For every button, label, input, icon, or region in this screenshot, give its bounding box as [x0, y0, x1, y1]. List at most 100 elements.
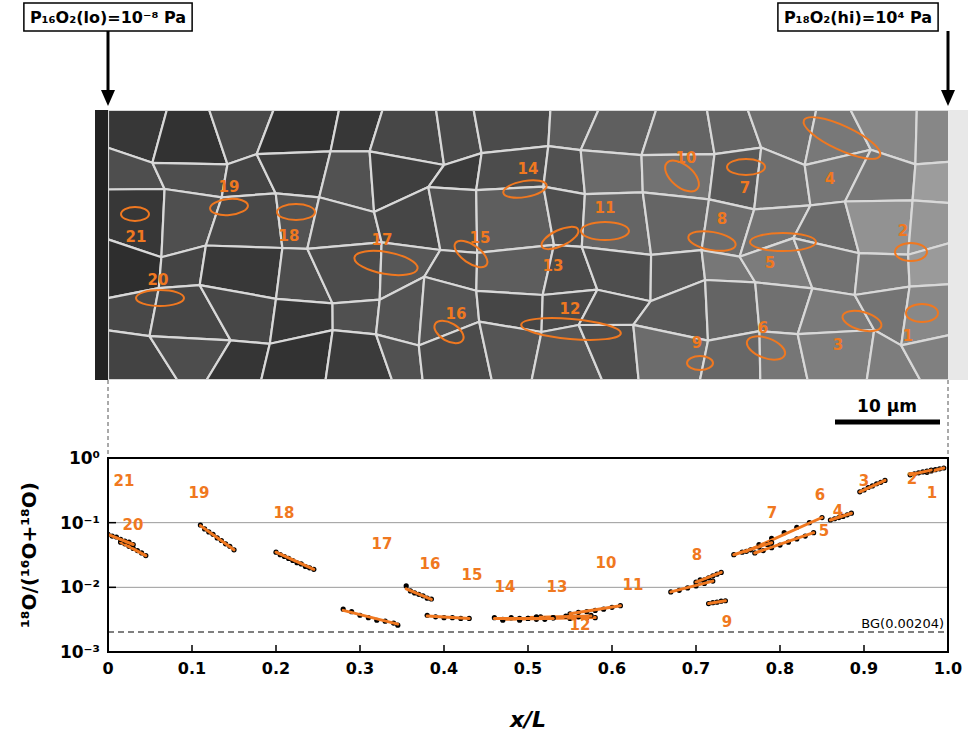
label-box: [778, 3, 938, 31]
fit-line: [494, 617, 553, 620]
grain: [582, 192, 651, 254]
x-tick: [527, 645, 529, 652]
x-tick-label: 0.4: [430, 659, 458, 678]
fit-line: [570, 606, 620, 614]
series-label: 13: [547, 578, 568, 596]
x-tick-label: 0.5: [514, 659, 542, 678]
grain: [845, 150, 915, 202]
analysis-region: [840, 307, 883, 335]
series-label: 2: [907, 470, 917, 488]
grain: [206, 193, 283, 248]
grain: [479, 322, 541, 380]
x-tick-label: 1.0: [934, 659, 962, 678]
analysis-region: [121, 207, 149, 221]
region-label: 9: [692, 334, 702, 352]
analysis-region: [520, 315, 621, 344]
grain: [307, 197, 381, 249]
series-label: 16: [420, 555, 441, 573]
series-label: 7: [767, 504, 777, 522]
region-label: 7: [740, 179, 750, 197]
analysis-region: [799, 109, 885, 166]
x-tick-label: 0.3: [346, 659, 374, 678]
y-tick-label: 10⁻¹: [60, 513, 100, 533]
region-label: 15: [470, 229, 491, 247]
region-label: 4: [825, 170, 835, 188]
analysis-region: [209, 197, 248, 216]
analysis-region: [906, 304, 938, 322]
region-label: 2: [898, 222, 908, 240]
grain: [581, 150, 643, 194]
series-label: 20: [123, 516, 144, 534]
grain: [207, 340, 270, 380]
region-label: 21: [126, 228, 147, 246]
grain: [257, 151, 331, 197]
region-label: 20: [148, 271, 169, 289]
series-label: 3: [859, 472, 869, 490]
fit-line: [427, 616, 469, 619]
grain: [428, 153, 481, 190]
analysis-region: [687, 228, 737, 254]
region-label: 10: [676, 149, 697, 167]
chart: 10⁻³10⁻²10⁻¹10⁰00.10.20.30.40.50.60.70.8…: [17, 448, 962, 732]
background-line: [108, 631, 948, 632]
region-label: 3: [833, 336, 843, 354]
image-right-edge: [948, 110, 968, 380]
grain: [754, 148, 810, 210]
analysis-region: [750, 233, 816, 251]
x-tick: [443, 645, 445, 652]
analysis-region: [353, 247, 420, 280]
pressure-text: P₁₈O₂(hi)=10⁴ Pa: [784, 8, 932, 27]
plot-frame: [108, 458, 948, 652]
arrow-shaft: [947, 31, 950, 92]
region-label: 12: [560, 300, 581, 318]
series: [425, 613, 472, 621]
x-tick: [695, 645, 697, 652]
grain: [845, 200, 913, 254]
grain: [543, 187, 585, 247]
series-label: 10: [596, 554, 617, 572]
region-label: 11: [595, 199, 616, 217]
series: [404, 583, 434, 601]
analysis-region: [687, 356, 713, 370]
series-label: 17: [372, 535, 393, 553]
fit-line: [406, 589, 431, 600]
series-label: 18: [274, 504, 295, 522]
grain: [579, 325, 639, 380]
x-tick-label: 0.7: [682, 659, 710, 678]
fit-line: [671, 581, 713, 592]
y-tick: [108, 522, 116, 524]
region-label: 6: [758, 319, 768, 337]
x-tick: [359, 645, 361, 652]
grain: [200, 285, 276, 344]
series: [273, 550, 316, 572]
x-tick-label: 0.8: [766, 659, 794, 678]
grain: [257, 110, 339, 154]
series-label: 11: [623, 576, 644, 594]
series: [706, 598, 728, 606]
region-label: 1: [903, 327, 913, 345]
region-label: 13: [543, 257, 564, 275]
series: [492, 614, 556, 623]
y-tick-label: 10⁻³: [60, 642, 100, 662]
series-label: 5: [819, 522, 829, 540]
arrow-head: [941, 90, 955, 106]
region-label: 14: [518, 160, 539, 178]
analysis-region: [895, 243, 927, 261]
series-label: 9: [722, 613, 732, 631]
x-tick-label: 0.9: [850, 659, 878, 678]
fit-line: [734, 543, 772, 555]
grain: [376, 334, 423, 380]
series: [108, 532, 136, 547]
y-axis-title: ¹⁸O/(¹⁶O+¹⁸O): [17, 482, 41, 628]
analysis-region: [581, 222, 629, 240]
background-label: BG(0.00204): [861, 616, 944, 631]
fit-line: [200, 526, 234, 550]
label-box: [24, 3, 192, 31]
x-tick: [275, 645, 277, 652]
image-content: [95, 110, 968, 380]
analysis-region: [538, 222, 581, 253]
series-label: 15: [462, 566, 483, 584]
series-label: 4: [833, 502, 843, 520]
region-label: 5: [765, 254, 775, 272]
pressure-label: P₁₆O₂(lo)=10⁻⁸ Pa: [24, 3, 192, 106]
